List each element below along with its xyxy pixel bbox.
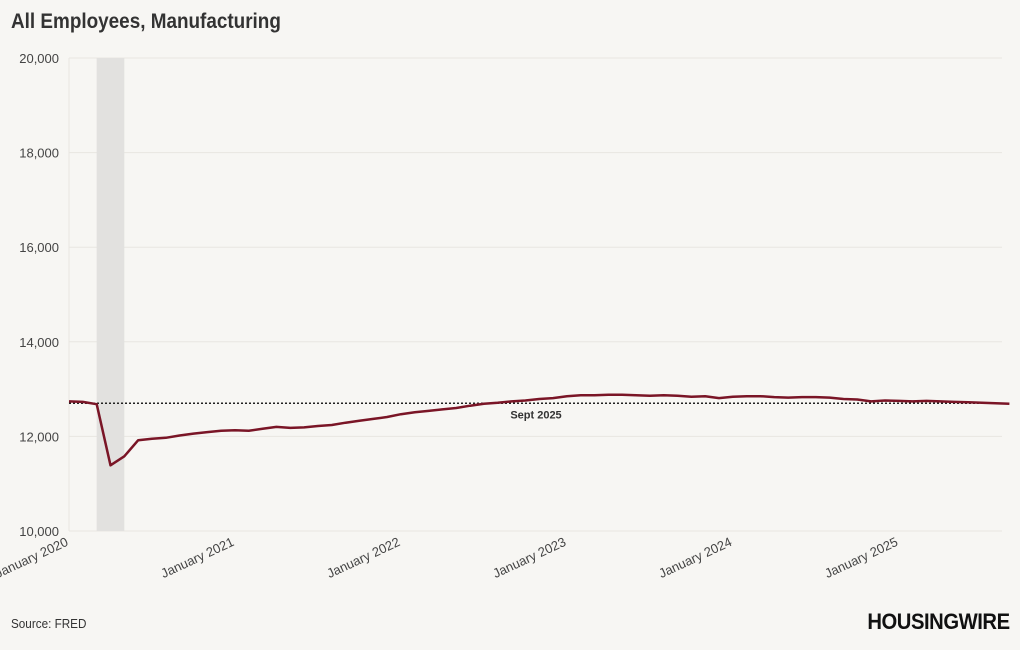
- x-tick-label: January 2020: [0, 534, 70, 581]
- housingwire-logo: HOUSINGWIRE: [867, 609, 1011, 634]
- x-tick-label: January 2025: [822, 534, 900, 581]
- chart-title: All Employees, Manufacturing: [11, 10, 281, 33]
- x-tick-label: January 2022: [324, 534, 402, 581]
- y-tick-label: 20,000: [19, 51, 59, 66]
- reference-label: Sept 2025: [510, 409, 561, 421]
- y-tick-label: 14,000: [19, 335, 59, 350]
- y-tick-label: 18,000: [19, 146, 59, 161]
- y-tick-label: 10,000: [19, 524, 59, 539]
- source-note: Source: FRED: [11, 616, 87, 631]
- x-tick-label: January 2023: [490, 534, 568, 581]
- series-line: [68, 393, 1010, 467]
- y-tick-label: 16,000: [19, 240, 59, 255]
- x-tick-label: January 2021: [158, 534, 236, 581]
- recession-shading: [96, 58, 125, 531]
- x-tick-label: January 2024: [656, 534, 734, 581]
- y-tick-label: 12,000: [19, 429, 59, 444]
